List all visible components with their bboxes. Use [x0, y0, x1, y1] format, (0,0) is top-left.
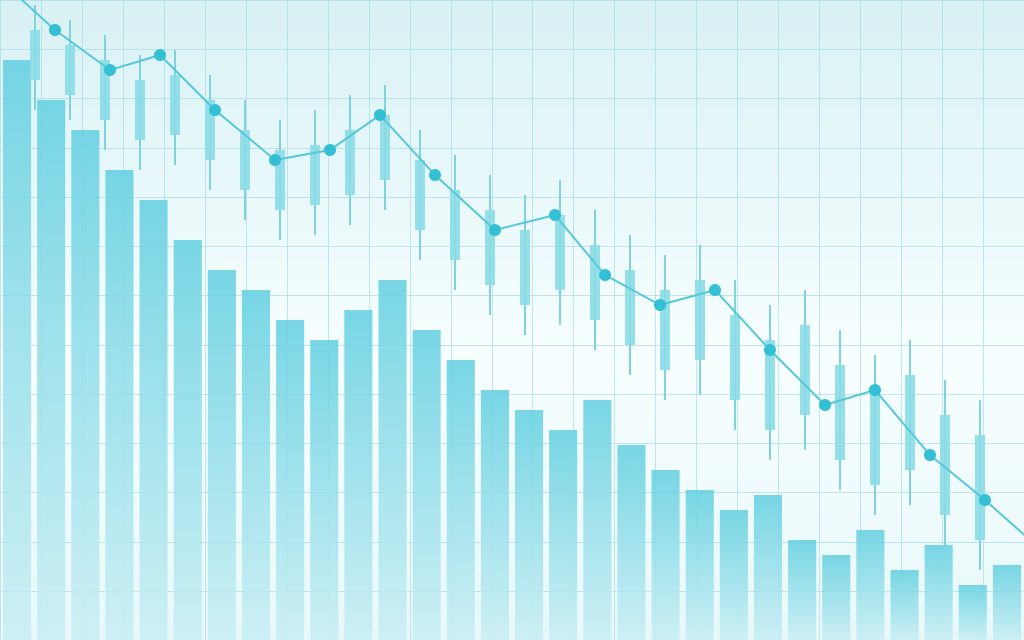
financial-chart [0, 0, 1024, 640]
chart-svg [0, 0, 1024, 640]
